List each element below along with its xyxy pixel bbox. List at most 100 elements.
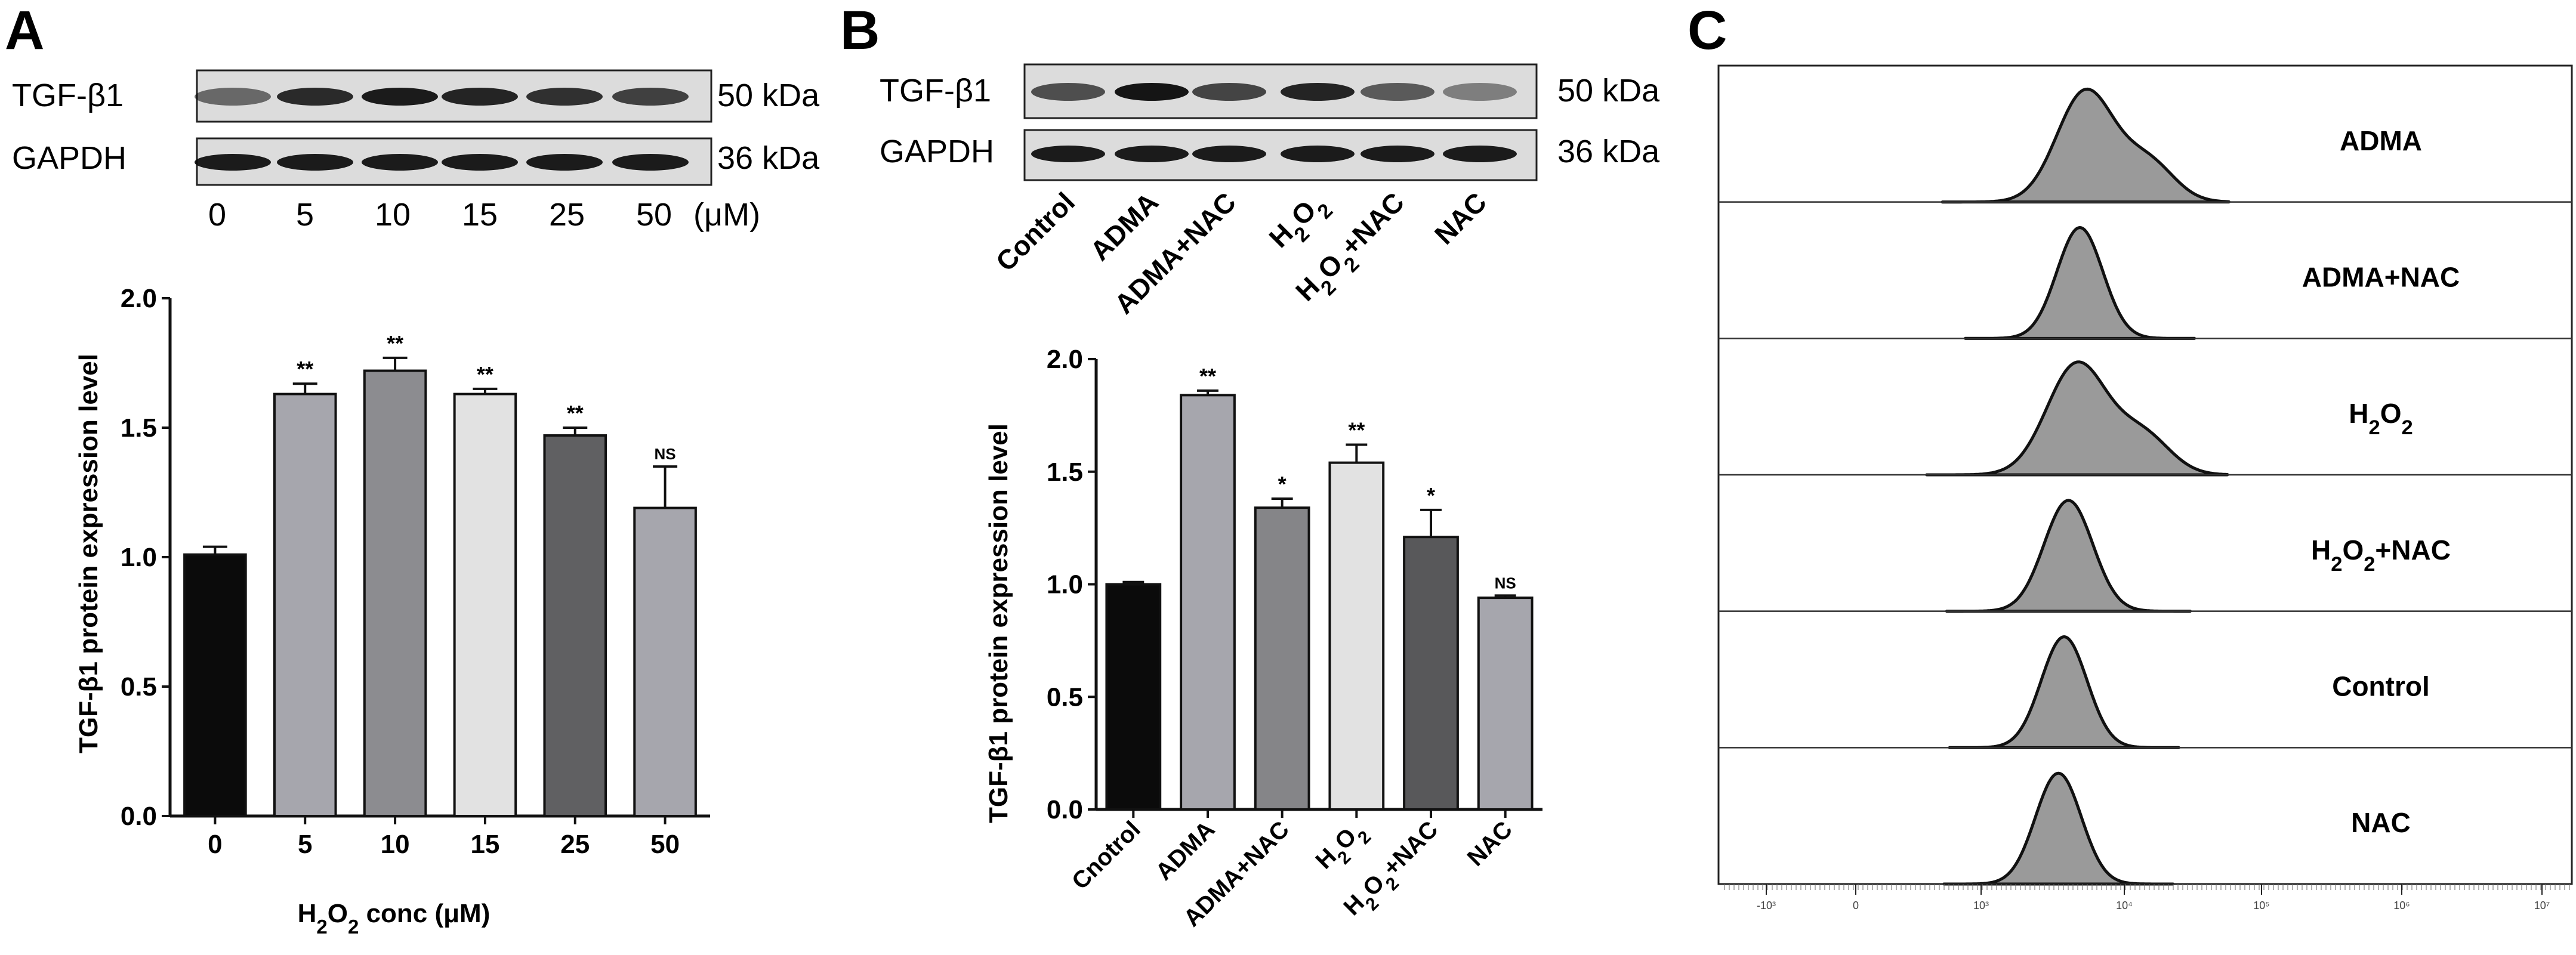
flow-x-tick-label-2: 10³ [1973, 900, 1989, 911]
chart-b-significance-adma: ** [1199, 364, 1216, 388]
blot-b-band-tgfb1-0 [1031, 83, 1105, 101]
chart-b-bar-h2o2-nac [1403, 536, 1459, 811]
chart-b-x-tick-label-adma: ADMA [1150, 816, 1220, 885]
blot-a-band-tgfb1-1 [277, 88, 353, 106]
blot-b-band-tgfb1-3 [1281, 83, 1355, 101]
chart-a-y-tick-label: 0.0 [121, 802, 157, 831]
blot-b-size-50kda: 50 kDa [1557, 73, 1660, 109]
blot-b-membrane-tgfb1 [1023, 63, 1538, 119]
chart-a-y-tick-label: 2.0 [121, 284, 157, 313]
chart-a-bar-0 [183, 553, 247, 817]
flow-x-tick-label-4: 10⁵ [2253, 900, 2269, 911]
chart-b-y-tick-label: 2.0 [1047, 345, 1083, 374]
flow-x-tick-label-5: 10⁶ [2393, 900, 2410, 911]
blot-b-band-tgfb1-2 [1192, 83, 1266, 101]
chart-a-x-tick-label-5: 5 [298, 830, 312, 859]
blot-a-band-tgfb1-0 [195, 88, 271, 106]
chart-a-significance-10: ** [387, 331, 403, 356]
blot-a-lane-25: 25 [549, 197, 585, 233]
chart-b-significance-adma-nac: * [1278, 472, 1287, 496]
chart-a-x-tick-label-50: 50 [650, 830, 680, 859]
chart-a-significance-5: ** [297, 357, 313, 381]
flow-histogram-h2o2 [1925, 360, 2229, 477]
blot-b-size-36kda: 36 kDa [1557, 134, 1660, 169]
chart-b-y-tick-label: 0.5 [1047, 682, 1083, 712]
chart-b-bar-adma-nac [1254, 506, 1310, 811]
blot-a-lane-0: 0 [208, 197, 226, 233]
panel-letter-c: C [1687, 0, 1727, 61]
chart-a-bar-15 [453, 392, 517, 817]
chart-b-bar-adma [1180, 394, 1236, 811]
chart-a-significance-15: ** [477, 362, 493, 387]
blot-a-band-gapdh-2 [362, 154, 438, 171]
chart-b-y-axis-title: TGF-β1 protein expression level [984, 424, 1013, 823]
blot-b-row-label-tgfb1: TGF-β1 [880, 73, 991, 109]
chart-a-y-tick-label: 0.5 [121, 672, 157, 701]
blot-a-band-tgfb1-5 [612, 88, 689, 106]
blot-b-band-gapdh-0 [1031, 146, 1105, 162]
chart-b-significance-h2o2-nac: * [1427, 483, 1435, 508]
blot-a-band-tgfb1-3 [442, 88, 518, 106]
chart-a-bar-5 [273, 392, 337, 817]
blot-a-row-label-tgfb1: TGF-β1 [12, 78, 124, 113]
bar-chart-a: TGF-β1 protein expression level H2O2 con… [74, 284, 710, 938]
blot-b-band-tgfb1-4 [1361, 83, 1434, 101]
chart-a-x-tick-label-0: 0 [208, 830, 222, 859]
flow-histogram-h2o2-nac [1945, 499, 2192, 613]
chart-a-bar-25 [543, 434, 607, 817]
blot-a-band-gapdh-5 [612, 154, 689, 171]
blot-a-lane-50: 50 [636, 197, 672, 233]
flow-x-tick-label-1: 0 [1853, 900, 1859, 911]
bar-chart-b: TGF-β1 protein expression level 0.0 0.5 1.… [984, 345, 1542, 932]
chart-a-y-tick-label: 1.5 [121, 413, 157, 443]
blot-a-lane-10: 10 [375, 197, 411, 233]
blot-a-band-gapdh-1 [277, 154, 353, 171]
flow-label-h2o2: H2O2 [2349, 398, 2413, 439]
chart-a-x-axis-title: H2O2 conc (μM) [298, 899, 490, 938]
blot-b-lane-nac: NAC [1429, 186, 1492, 250]
blot-b-band-gapdh-1 [1115, 146, 1189, 162]
chart-b-bar-nac [1477, 597, 1534, 811]
chart-a-x-tick-label-15: 15 [470, 830, 499, 859]
blot-b-row-label-gapdh: GAPDH [880, 134, 994, 169]
flow-x-tick-label-6: 10⁷ [2534, 900, 2550, 911]
chart-a-significance-50: NS [655, 445, 676, 463]
chart-b-bar-h2o2 [1328, 461, 1385, 811]
chart-a-y-tick-label: 1.0 [121, 543, 157, 572]
blot-a-size-36kda: 36 kDa [717, 140, 820, 176]
blot-a-band-gapdh-4 [526, 154, 603, 171]
chart-a-bar-50 [633, 506, 697, 817]
chart-a-bar-10 [363, 369, 427, 817]
flow-histogram-control [1948, 635, 2180, 749]
flow-label-nac: NAC [2351, 807, 2411, 838]
blot-b-band-gapdh-4 [1361, 146, 1434, 162]
western-blot-a: TGF-β1 GAPDH 50 kDa 36 kDa 0 5 10 15 25 … [12, 69, 820, 233]
flow-label-adma-nac: ADMA+NAC [2302, 261, 2460, 292]
panel-letter-b: B [840, 0, 880, 61]
chart-a-x-tick-label-25: 25 [560, 830, 590, 859]
blot-b-lane-control: Control [990, 186, 1081, 277]
blot-a-band-gapdh-3 [442, 154, 518, 171]
chart-b-bar-cnotrol [1105, 583, 1162, 811]
chart-a-y-axis-title: TGF-β1 protein expression level [74, 354, 103, 753]
chart-a-x-tick-label-10: 10 [381, 830, 410, 859]
blot-a-size-50kda: 50 kDa [717, 78, 820, 113]
chart-b-x-tick-label-nac: NAC [1463, 816, 1517, 871]
chart-b-significance-nac: NS [1495, 574, 1516, 592]
flow-label-h2o2-nac: H2O2+NAC [2311, 534, 2451, 576]
blot-b-band-gapdh-3 [1281, 146, 1355, 162]
chart-a-significance-25: ** [567, 401, 584, 425]
blot-b-band-tgfb1-5 [1443, 83, 1517, 101]
flow-histogram-adma [1941, 87, 2231, 204]
flow-label-control: Control [2332, 670, 2430, 701]
chart-b-y-tick-label: 1.5 [1047, 458, 1083, 487]
blot-a-band-tgfb1-4 [526, 88, 603, 106]
chart-b-x-tick-label-cnotrol: Cnotrol [1067, 816, 1146, 895]
chart-b-y-tick-label: 0.0 [1047, 795, 1083, 824]
flow-x-tick-label-3: 10⁴ [2116, 900, 2133, 911]
blot-b-band-gapdh-2 [1192, 146, 1266, 162]
blot-b-band-gapdh-5 [1443, 146, 1517, 162]
flow-histogram-adma-nac [1964, 226, 2196, 340]
chart-b-y-tick-label: 1.0 [1047, 570, 1083, 599]
